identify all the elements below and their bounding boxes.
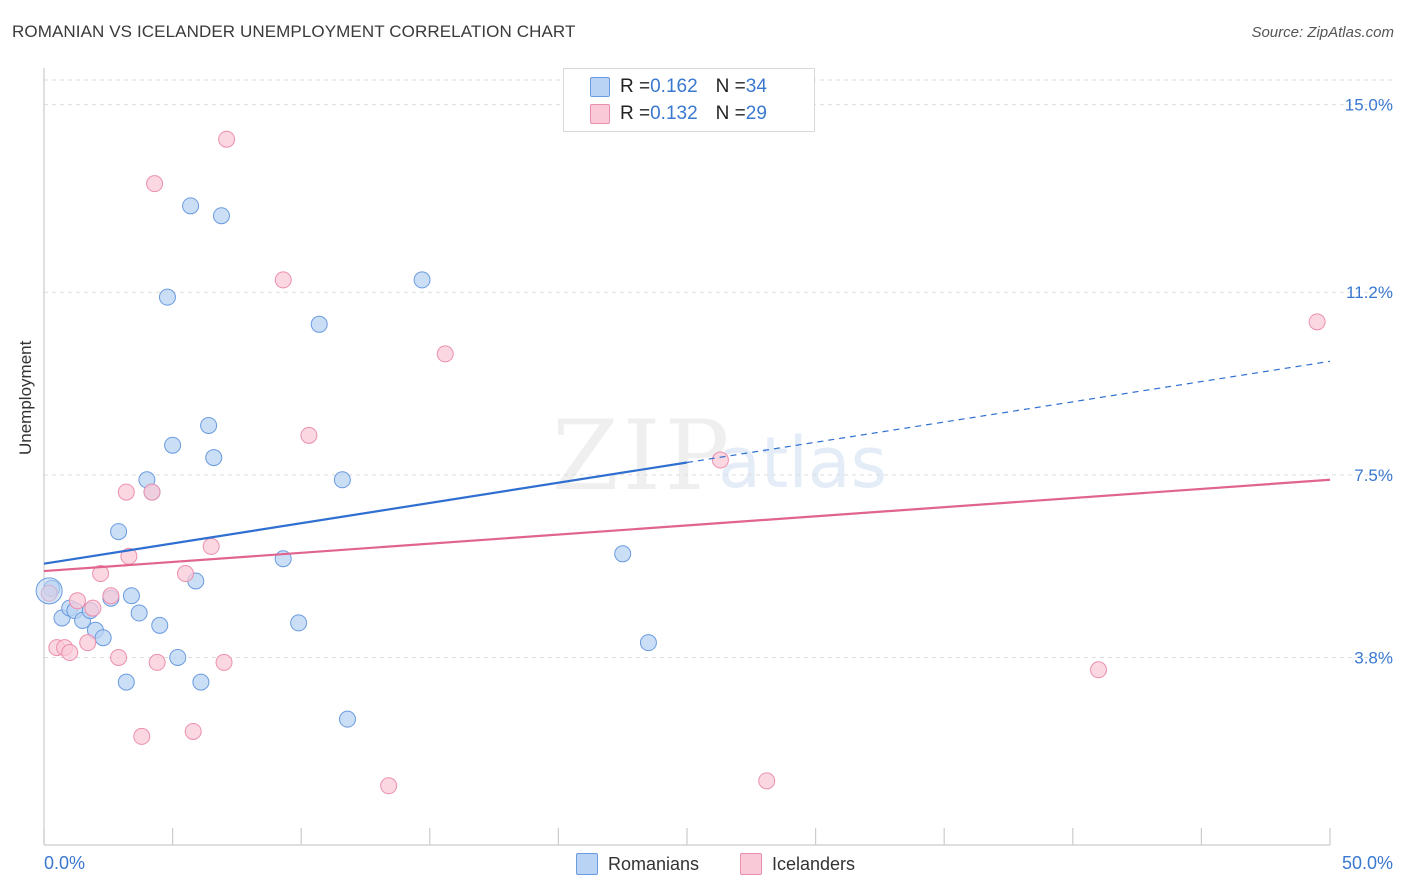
romanian-point [110,523,128,541]
romanian-point [338,710,356,728]
y-tick-label: 7.5% [1354,466,1393,485]
romanian-point [333,471,351,489]
romanian-point [151,616,169,634]
icelander-point [148,653,166,671]
icelander-point [133,727,151,745]
romanian-point [130,604,148,622]
romanian-point [164,436,182,454]
x-tick-label-max: 50.0% [1342,853,1393,873]
icelander-point [711,451,729,469]
romanians-legend-label: Romanians [608,853,700,874]
icelander-point [1090,661,1108,679]
watermark-atlas: atlas [718,422,888,504]
romanian-point [122,587,140,605]
romanians-swatch [590,77,610,97]
correlation-legend: R = 0.162 N = 34 R = 0.132 N = 29 [563,68,815,132]
icelander-point [92,565,110,583]
icelander-point [184,722,202,740]
romanian-cluster-point [35,577,63,605]
icelander-point [380,777,398,795]
romanian-point [413,271,431,289]
icelander-point [300,426,318,444]
icelander-point [146,175,164,193]
legend-item-romanians: Romanians [576,852,699,876]
romanian-point [192,673,210,691]
y-tick-label: 3.8% [1354,648,1393,667]
romanian-point [290,614,308,632]
romanian-point [169,648,187,666]
y-tick-label: 11.2% [1346,283,1393,302]
icelander-point [758,772,776,790]
icelander-point [79,634,97,652]
chart-title: ROMANIAN VS ICELANDER UNEMPLOYMENT CORRE… [12,22,576,41]
icelander-point [143,483,161,501]
icelanders-legend-swatch [740,853,762,875]
romanian-point [212,207,230,225]
icelanders-legend-label: Icelanders [772,853,856,874]
legend-row-romanians: R = 0.162 N = 34 [590,75,767,99]
icelander-point [61,644,79,662]
icelander-point [110,648,128,666]
x-tick-label-min: 0.0% [44,853,85,873]
romanian-point [614,545,632,563]
icelanders-swatch [590,104,610,124]
romanian-point [158,288,176,306]
icelander-point [436,345,454,363]
watermark-zip: ZIP [552,400,734,512]
icelander-point [218,130,236,148]
romanian-point [639,634,657,652]
icelander-point [117,483,135,501]
icelander-point [176,565,194,583]
romanians-trend-extension [686,360,1331,464]
legend-r-label: R = [620,103,651,124]
legend-item-icelanders: Icelanders [740,852,855,876]
legend-n-value: 34 [745,76,767,97]
legend-r-label: R = [620,76,651,97]
y-tick-label: 15.0% [1345,96,1393,115]
icelanders-trend-line [43,478,1331,573]
icelander-point [215,653,233,671]
romanian-point [182,197,200,215]
romanian-point [205,449,223,467]
legend-n-label: N = [715,76,746,97]
legend-row-icelanders: R = 0.132 N = 29 [590,102,767,126]
legend-r-value: 0.132 [650,103,698,124]
icelander-point [102,587,120,605]
icelander-point [84,599,102,617]
source-label: Source: ZipAtlas.com [1251,24,1394,41]
romanian-point [310,315,328,333]
icelander-point [202,537,220,555]
romanians-legend-swatch [576,853,598,875]
romanian-point [200,416,218,434]
legend-n-label: N = [715,103,746,124]
icelander-point [68,592,86,610]
legend-r-value: 0.162 [650,76,698,97]
legend-n-value: 29 [745,103,767,124]
icelander-point [274,271,292,289]
romanian-point [117,673,135,691]
romanians-trend-line [43,461,688,565]
romanian-point [94,629,112,647]
icelander-point [1308,313,1326,331]
